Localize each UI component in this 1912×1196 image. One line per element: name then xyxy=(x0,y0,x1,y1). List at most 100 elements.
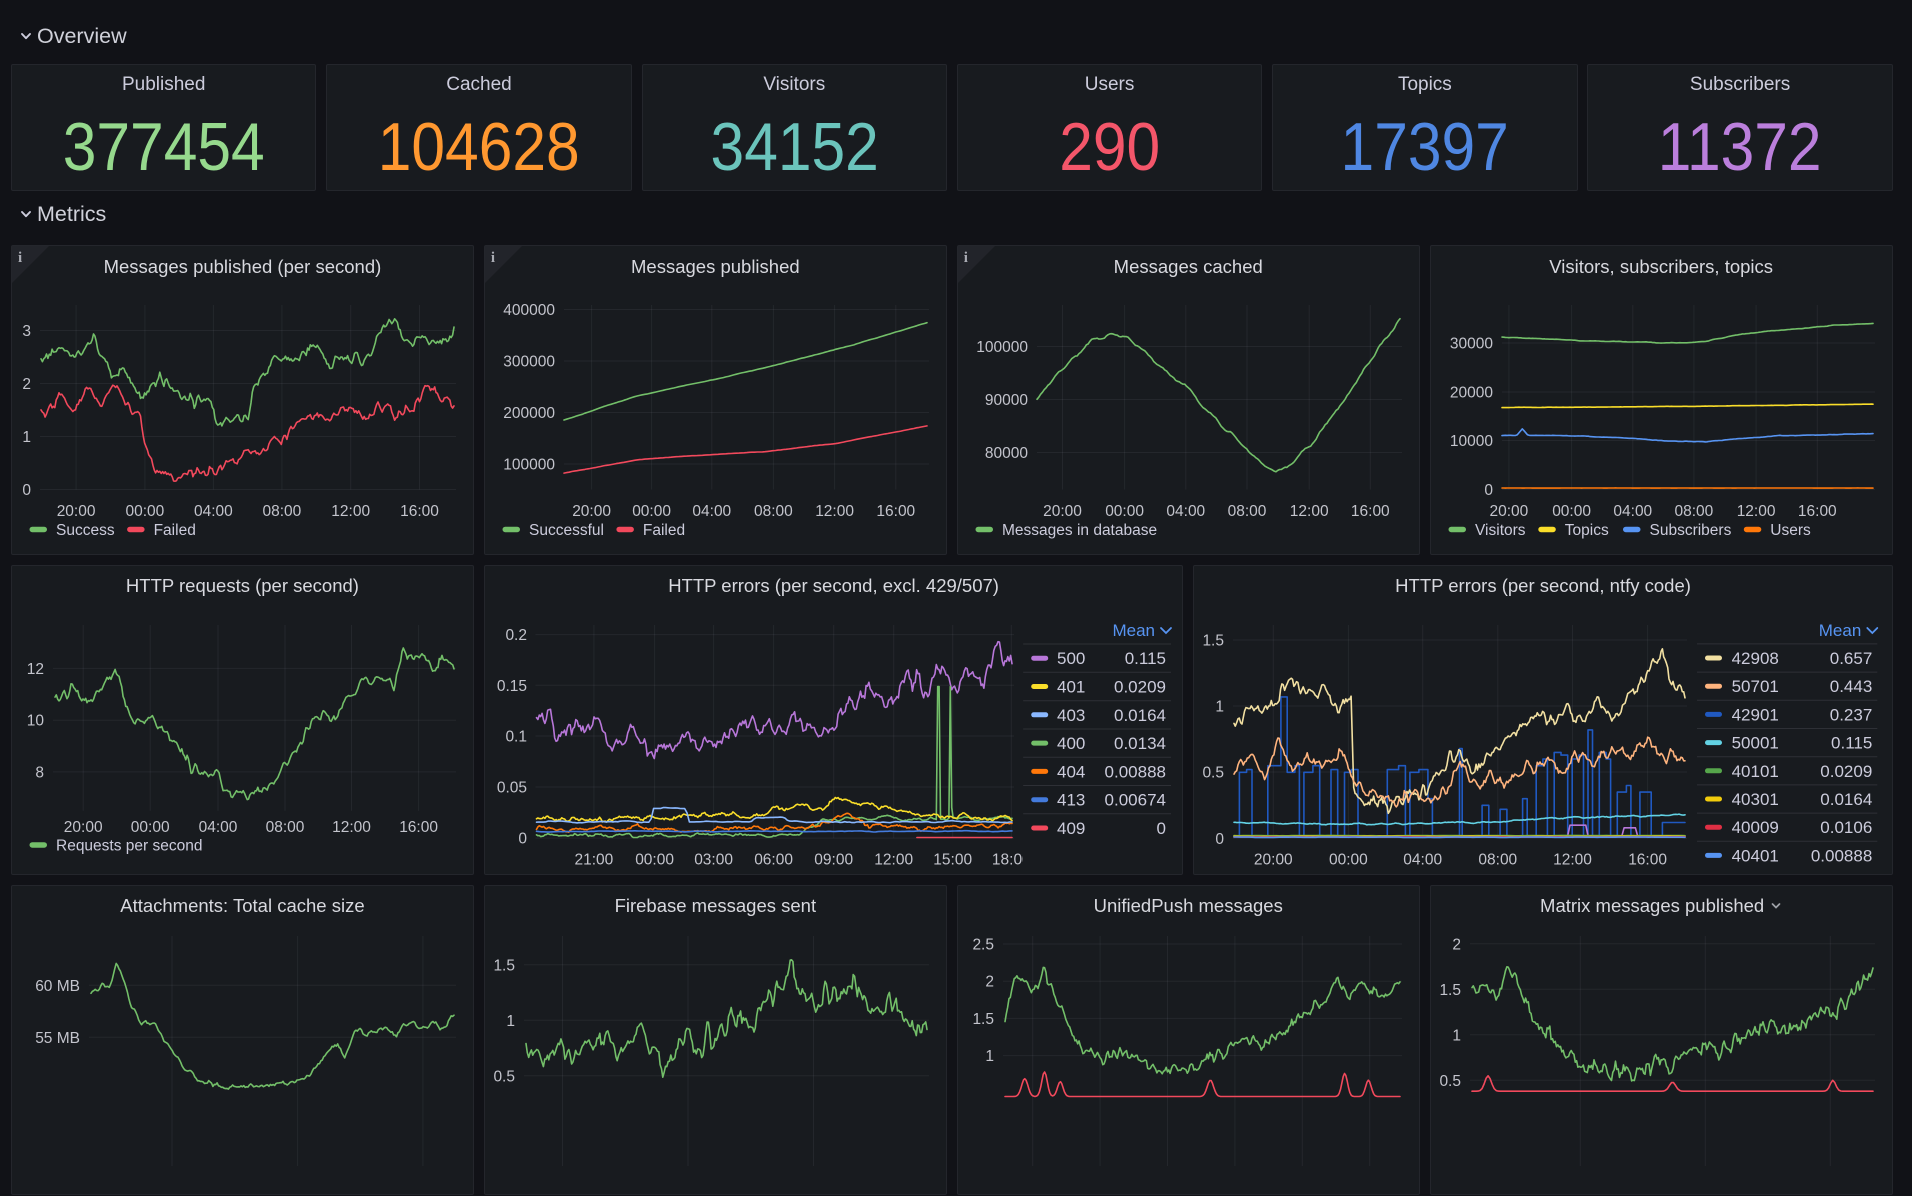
svg-text:0.0164: 0.0164 xyxy=(1821,790,1873,809)
svg-text:55 MB: 55 MB xyxy=(35,1029,80,1046)
svg-text:12:00: 12:00 xyxy=(332,818,371,835)
svg-text:0: 0 xyxy=(22,482,31,499)
svg-text:04:00: 04:00 xyxy=(1404,851,1443,868)
svg-text:0.5: 0.5 xyxy=(493,1068,515,1085)
svg-text:8: 8 xyxy=(35,764,44,781)
svg-text:200000: 200000 xyxy=(503,405,555,422)
svg-text:00:00: 00:00 xyxy=(635,851,674,868)
svg-text:Users: Users xyxy=(1770,522,1811,539)
svg-text:12:00: 12:00 xyxy=(331,503,370,520)
svg-text:16:00: 16:00 xyxy=(400,503,439,520)
svg-text:00:00: 00:00 xyxy=(1552,503,1591,520)
svg-text:16:00: 16:00 xyxy=(1798,503,1837,520)
svg-text:0.443: 0.443 xyxy=(1830,677,1873,696)
svg-text:100000: 100000 xyxy=(503,457,555,474)
svg-text:04:00: 04:00 xyxy=(1613,503,1652,520)
svg-text:12:00: 12:00 xyxy=(874,851,913,868)
svg-text:16:00: 16:00 xyxy=(399,818,438,835)
svg-text:Messages in database: Messages in database xyxy=(1002,522,1157,539)
svg-text:413: 413 xyxy=(1057,790,1085,809)
svg-text:409: 409 xyxy=(1057,819,1085,838)
svg-text:401: 401 xyxy=(1057,677,1085,696)
svg-text:3: 3 xyxy=(22,323,31,340)
svg-text:Visitors: Visitors xyxy=(1475,522,1526,539)
svg-text:90000: 90000 xyxy=(985,392,1028,409)
svg-text:1: 1 xyxy=(985,1048,994,1065)
svg-text:Topics: Topics xyxy=(1564,522,1608,539)
svg-text:40401: 40401 xyxy=(1732,846,1779,865)
svg-text:09:00: 09:00 xyxy=(814,851,853,868)
svg-text:1.5: 1.5 xyxy=(493,957,515,974)
svg-text:1.5: 1.5 xyxy=(972,1011,994,1028)
svg-text:12:00: 12:00 xyxy=(1553,851,1592,868)
svg-text:40009: 40009 xyxy=(1732,818,1779,837)
svg-text:1: 1 xyxy=(22,429,31,446)
svg-text:04:00: 04:00 xyxy=(199,818,238,835)
svg-text:0.115: 0.115 xyxy=(1831,733,1872,752)
svg-text:06:00: 06:00 xyxy=(754,851,793,868)
svg-text:0.2: 0.2 xyxy=(505,627,527,644)
svg-text:0.00888: 0.00888 xyxy=(1104,762,1165,781)
svg-text:40101: 40101 xyxy=(1732,761,1779,780)
svg-text:0.5: 0.5 xyxy=(1203,764,1225,781)
svg-text:0.5: 0.5 xyxy=(1439,1072,1461,1089)
svg-text:0.0106: 0.0106 xyxy=(1821,818,1873,837)
svg-text:04:00: 04:00 xyxy=(194,503,233,520)
svg-text:300000: 300000 xyxy=(503,354,555,371)
svg-text:42901: 42901 xyxy=(1732,705,1779,724)
svg-text:1: 1 xyxy=(1216,698,1225,715)
svg-text:08:00: 08:00 xyxy=(263,503,302,520)
svg-text:Failed: Failed xyxy=(154,522,196,539)
svg-text:30000: 30000 xyxy=(1450,336,1493,353)
svg-text:12:00: 12:00 xyxy=(1290,503,1329,520)
svg-text:04:00: 04:00 xyxy=(692,503,731,520)
svg-text:08:00: 08:00 xyxy=(1227,503,1266,520)
svg-text:00:00: 00:00 xyxy=(632,503,671,520)
svg-text:20:00: 20:00 xyxy=(1043,503,1082,520)
svg-text:20000: 20000 xyxy=(1450,385,1493,402)
svg-text:10: 10 xyxy=(27,712,45,729)
svg-text:500: 500 xyxy=(1057,649,1085,668)
svg-text:0: 0 xyxy=(1156,819,1165,838)
svg-text:0.115: 0.115 xyxy=(1125,649,1166,668)
svg-text:1.5: 1.5 xyxy=(1439,981,1461,998)
svg-text:80000: 80000 xyxy=(985,445,1028,462)
svg-text:60 MB: 60 MB xyxy=(35,977,80,994)
svg-text:08:00: 08:00 xyxy=(1674,503,1713,520)
svg-text:0.00888: 0.00888 xyxy=(1811,846,1872,865)
svg-text:400000: 400000 xyxy=(503,302,555,319)
svg-text:40301: 40301 xyxy=(1732,790,1779,809)
svg-text:20:00: 20:00 xyxy=(1254,851,1293,868)
svg-text:50001: 50001 xyxy=(1732,733,1779,752)
svg-text:Mean: Mean xyxy=(1819,621,1862,640)
svg-text:0.237: 0.237 xyxy=(1830,705,1873,724)
svg-text:16:00: 16:00 xyxy=(1351,503,1390,520)
svg-text:50701: 50701 xyxy=(1732,677,1779,696)
svg-text:03:00: 03:00 xyxy=(694,851,733,868)
svg-text:404: 404 xyxy=(1057,762,1085,781)
svg-text:1: 1 xyxy=(1452,1027,1461,1044)
svg-text:Mean: Mean xyxy=(1112,621,1155,640)
svg-text:00:00: 00:00 xyxy=(1105,503,1144,520)
svg-text:2: 2 xyxy=(1452,936,1461,953)
svg-text:10000: 10000 xyxy=(1450,433,1493,450)
svg-text:0: 0 xyxy=(1484,482,1493,499)
svg-text:16:00: 16:00 xyxy=(876,503,915,520)
svg-text:18:00: 18:00 xyxy=(992,851,1031,868)
svg-text:12:00: 12:00 xyxy=(1736,503,1775,520)
svg-text:0.0209: 0.0209 xyxy=(1114,677,1166,696)
svg-text:12:00: 12:00 xyxy=(815,503,854,520)
svg-text:0.15: 0.15 xyxy=(497,677,527,694)
svg-text:2: 2 xyxy=(985,973,994,990)
svg-text:0.657: 0.657 xyxy=(1830,649,1873,668)
svg-text:15:00: 15:00 xyxy=(933,851,972,868)
svg-text:0: 0 xyxy=(518,830,527,847)
svg-text:0.05: 0.05 xyxy=(497,779,527,796)
svg-text:1.5: 1.5 xyxy=(1203,632,1225,649)
svg-text:20:00: 20:00 xyxy=(1489,503,1528,520)
svg-text:0: 0 xyxy=(1216,830,1225,847)
svg-text:Requests per second: Requests per second xyxy=(56,837,202,854)
svg-text:04:00: 04:00 xyxy=(1166,503,1205,520)
svg-text:2: 2 xyxy=(22,376,31,393)
svg-text:Success: Success xyxy=(56,522,115,539)
